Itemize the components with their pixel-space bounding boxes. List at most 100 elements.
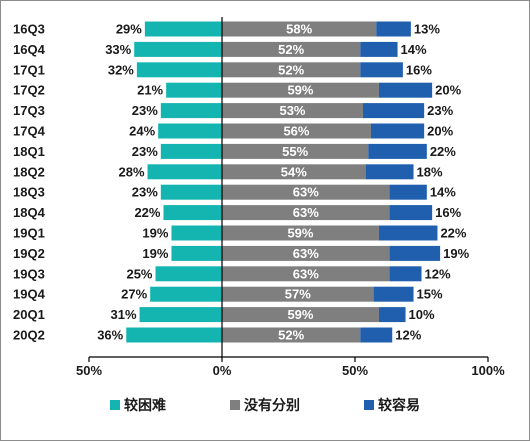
bar-easier (389, 184, 427, 200)
category-label: 19Q4 (13, 287, 46, 302)
value-label-no-difference: 58% (286, 22, 312, 37)
bar-easier (373, 286, 414, 302)
value-label-easier: 22% (440, 226, 466, 241)
value-label-easier: 14% (430, 185, 456, 200)
x-axis: 50% 0% 50% 100% (76, 17, 505, 378)
value-label-easier: 20% (435, 83, 461, 98)
value-label-easier: 20% (427, 124, 453, 139)
category-label: 19Q1 (13, 226, 45, 241)
bar-no-difference (222, 327, 361, 343)
value-label-no-difference: 55% (282, 144, 308, 159)
value-label-difficult: 23% (132, 103, 158, 118)
bar-no-difference (222, 245, 390, 261)
value-label-no-difference: 59% (287, 226, 313, 241)
value-label-difficult: 23% (132, 185, 158, 200)
value-label-difficult: 32% (108, 62, 134, 77)
value-label-no-difference: 59% (287, 307, 313, 322)
bar-no-difference (222, 62, 361, 78)
category-label: 17Q1 (13, 62, 45, 77)
value-label-no-difference: 63% (293, 205, 319, 220)
category-label: 19Q3 (13, 266, 45, 281)
legend-item-difficult: 较困难 (110, 397, 166, 414)
bar-difficult (147, 164, 222, 180)
bar-no-difference (222, 286, 374, 302)
bar-easier (378, 307, 406, 323)
category-label: 18Q1 (13, 144, 45, 159)
category-label: 18Q2 (13, 164, 45, 179)
value-label-no-difference: 54% (281, 164, 307, 179)
bar-no-difference (222, 143, 369, 159)
legend-label: 没有分别 (244, 397, 300, 414)
bar-easier (368, 143, 427, 159)
value-label-no-difference: 63% (293, 185, 319, 200)
bar-difficult (160, 184, 222, 200)
bars-layer (126, 21, 441, 343)
value-label-difficult: 21% (137, 83, 163, 98)
legend-label: 较困难 (124, 397, 166, 414)
bar-difficult (150, 286, 222, 302)
value-label-difficult: 31% (111, 307, 137, 322)
bar-difficult (171, 245, 222, 261)
bar-easier (360, 62, 403, 78)
value-label-difficult: 36% (97, 328, 123, 343)
bar-difficult (166, 82, 222, 98)
value-label-difficult: 29% (116, 22, 142, 37)
bar-easier (362, 103, 425, 119)
bar-no-difference (222, 266, 390, 282)
value-label-difficult: 33% (105, 42, 131, 57)
category-label: 16Q4 (13, 42, 46, 57)
value-label-no-difference: 52% (278, 328, 304, 343)
value-label-easier: 10% (409, 307, 435, 322)
bar-no-difference (222, 307, 379, 323)
value-label-easier: 12% (425, 266, 451, 281)
bar-easier (360, 327, 393, 343)
bar-no-difference (222, 164, 366, 180)
bar-difficult (158, 123, 222, 139)
x-tick-label: 50% (76, 363, 102, 378)
category-label: 20Q1 (13, 307, 45, 322)
value-label-easier: 16% (406, 62, 432, 77)
bar-difficult (160, 143, 222, 159)
bar-no-difference (222, 21, 377, 37)
legend-swatch (364, 400, 374, 410)
category-label: 18Q4 (13, 205, 46, 220)
value-label-difficult: 19% (142, 226, 168, 241)
bar-no-difference (222, 82, 379, 98)
value-label-no-difference: 59% (287, 83, 313, 98)
value-label-easier: 16% (435, 205, 461, 220)
bar-easier (360, 41, 398, 57)
value-label-difficult: 19% (142, 246, 168, 261)
category-label: 20Q2 (13, 328, 45, 343)
value-label-difficult: 28% (118, 164, 144, 179)
bar-easier (389, 245, 441, 261)
bar-difficult (139, 307, 222, 323)
value-label-difficult: 25% (126, 266, 152, 281)
bar-difficult (155, 266, 222, 282)
category-label: 17Q4 (13, 124, 46, 139)
legend-item-no-difference: 没有分别 (230, 397, 300, 414)
value-label-easier: 15% (417, 287, 443, 302)
value-label-no-difference: 57% (285, 287, 311, 302)
value-label-no-difference: 52% (278, 62, 304, 77)
legend-label: 较容易 (378, 397, 420, 414)
bar-no-difference (222, 41, 361, 57)
bar-difficult (126, 327, 222, 343)
category-label: 17Q2 (13, 83, 45, 98)
bar-no-difference (222, 225, 379, 241)
value-label-easier: 13% (414, 22, 440, 37)
value-label-difficult: 23% (132, 144, 158, 159)
bar-difficult (171, 225, 222, 241)
bar-no-difference (222, 205, 390, 221)
value-label-difficult: 24% (129, 124, 155, 139)
category-label: 18Q3 (13, 185, 45, 200)
bar-no-difference (222, 123, 371, 139)
x-tick-label: 50% (342, 363, 368, 378)
bar-difficult (160, 103, 222, 119)
bar-difficult (134, 41, 222, 57)
value-label-easier: 23% (427, 103, 453, 118)
category-label: 16Q3 (13, 22, 45, 37)
value-label-easier: 12% (395, 328, 421, 343)
bar-difficult (136, 62, 222, 78)
